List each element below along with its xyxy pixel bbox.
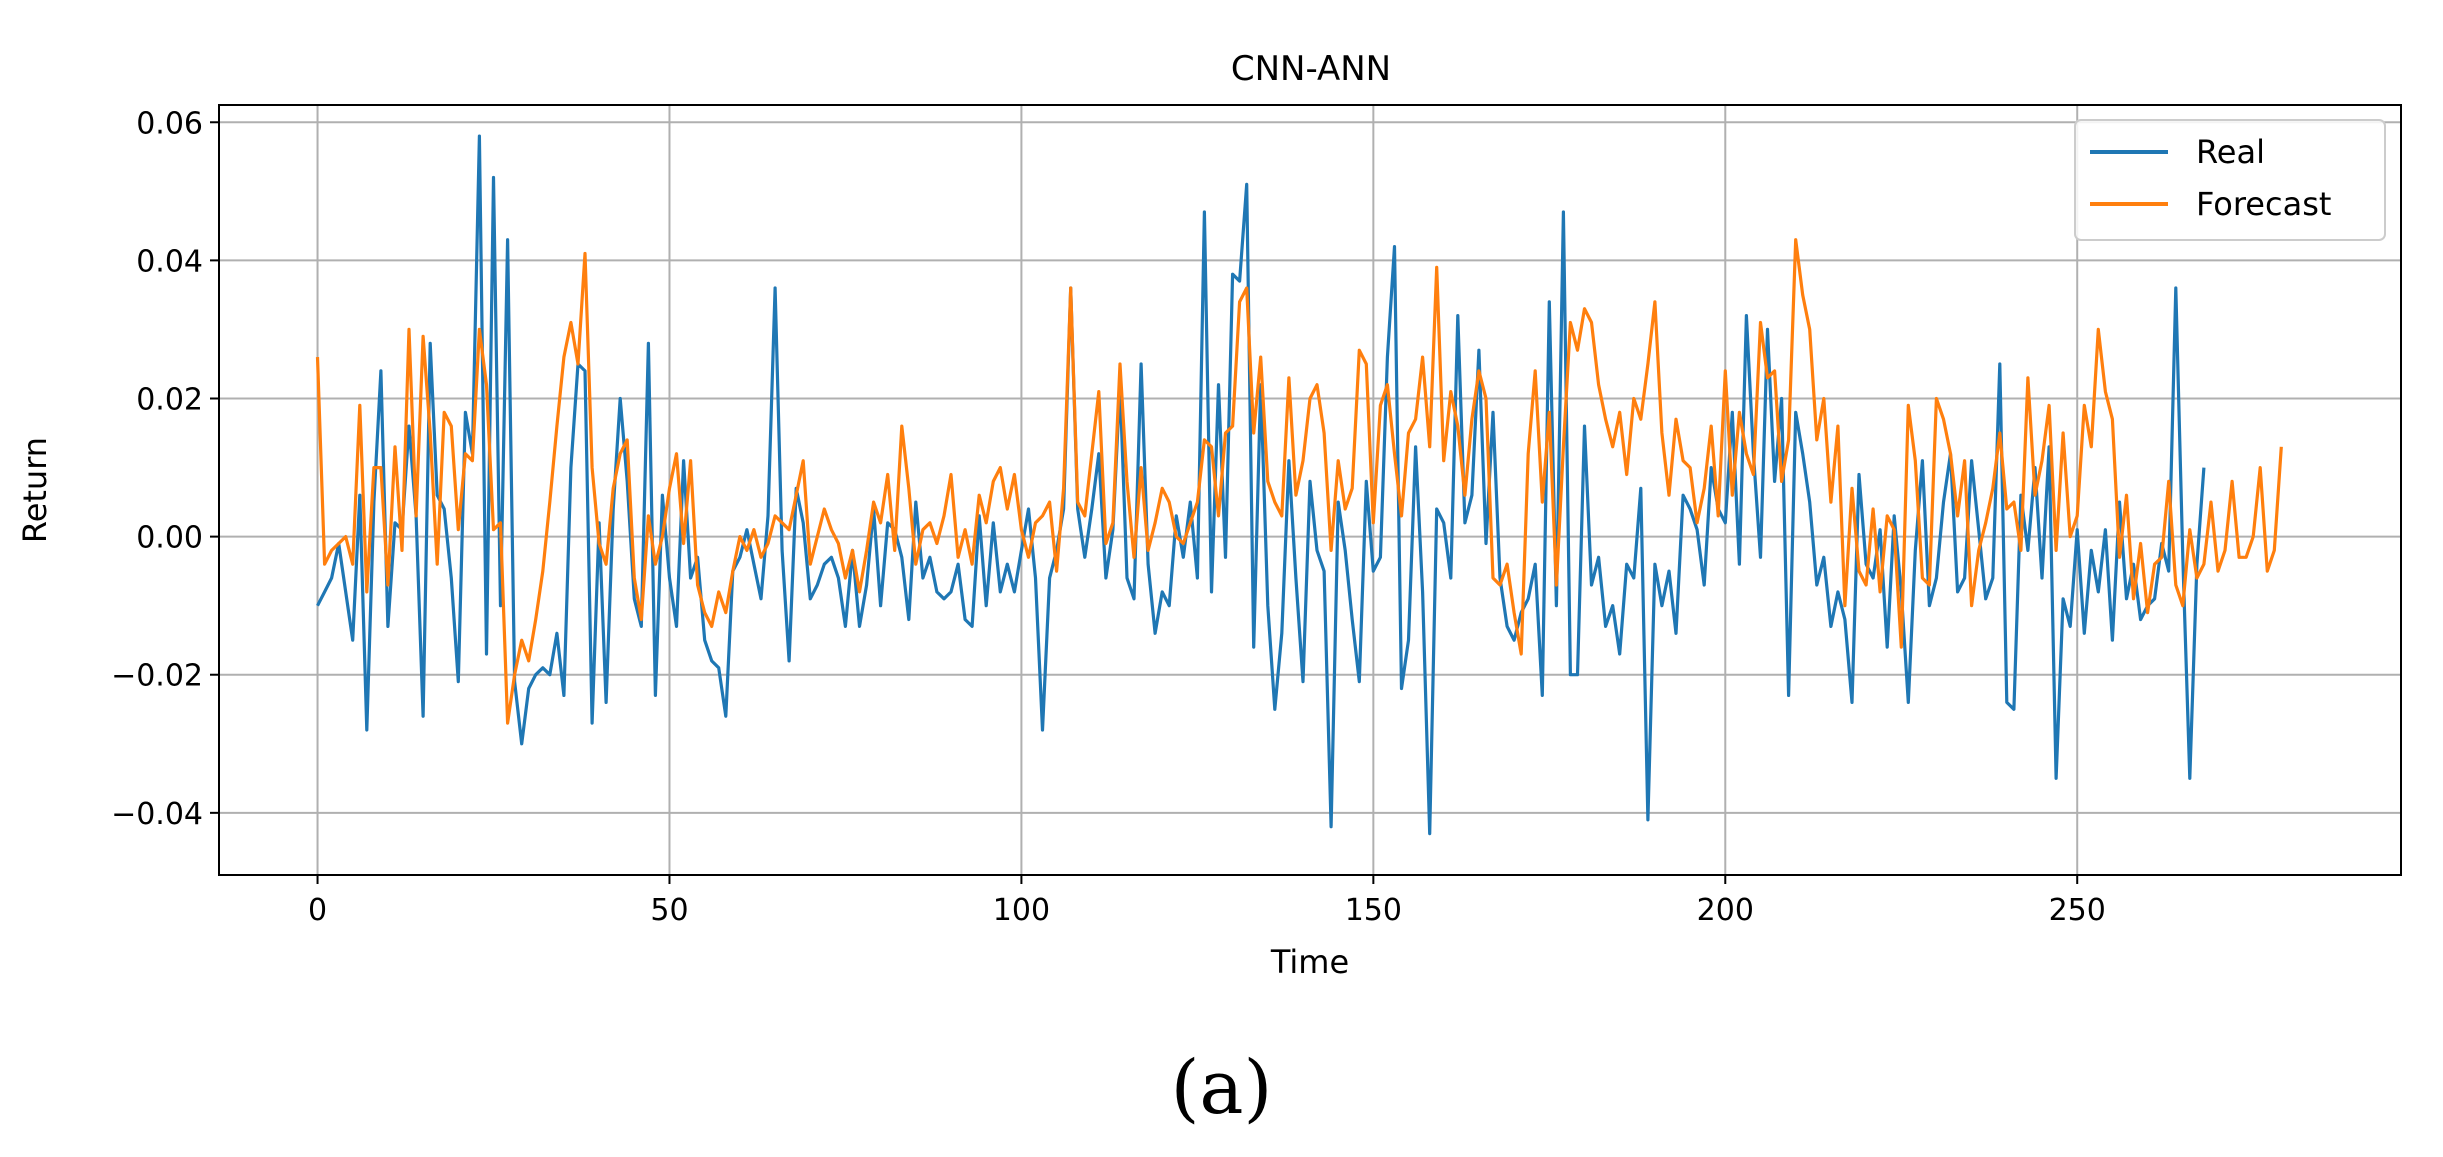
y-tick-label: 0.06 bbox=[136, 106, 203, 141]
y-axis-label: Return bbox=[16, 437, 54, 543]
series-line-real bbox=[316, 134, 2206, 836]
series-line-forecast bbox=[315, 238, 2283, 725]
y-tick-label: 0.00 bbox=[136, 521, 203, 556]
x-tick-label: 200 bbox=[1697, 893, 1754, 928]
x-tick-label: 50 bbox=[650, 893, 688, 928]
y-tick-label: 0.04 bbox=[136, 244, 203, 279]
x-tick-label: 100 bbox=[993, 893, 1050, 928]
x-axis-label: Time bbox=[1270, 943, 1349, 981]
y-tick-label: 0.02 bbox=[136, 382, 203, 417]
y-tick-label: −0.02 bbox=[111, 659, 203, 694]
plot-series bbox=[315, 134, 2283, 836]
panel-label: (a) bbox=[1170, 1045, 1273, 1131]
legend-label-forecast: Forecast bbox=[2196, 185, 2331, 223]
axes-frame bbox=[218, 104, 2402, 876]
x-tick-label: 0 bbox=[308, 893, 327, 928]
axis-ticks: 0 50 100 150 200 250 −0.04 −0.02 0.00 0.02 0.04 0.0… bbox=[111, 106, 2106, 928]
legend: Real Forecast bbox=[2074, 119, 2386, 241]
y-tick-label: −0.04 bbox=[111, 797, 203, 832]
legend-label-real: Real bbox=[2196, 133, 2265, 171]
chart-title: CNN-ANN bbox=[1231, 49, 1391, 89]
x-tick-label: 150 bbox=[1345, 893, 1402, 928]
x-tick-label: 250 bbox=[2049, 893, 2106, 928]
